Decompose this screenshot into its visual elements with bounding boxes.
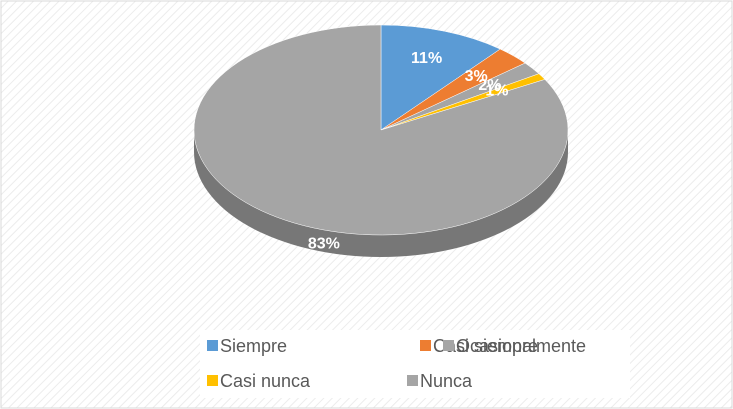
legend-swatch <box>407 375 418 386</box>
data-label: 2% <box>478 77 501 94</box>
legend-swatch <box>420 340 431 351</box>
legend-label: Casi nunca <box>220 371 311 391</box>
legend-swatch <box>443 340 454 351</box>
pie-side <box>194 130 568 257</box>
data-label: 83% <box>308 235 340 252</box>
pie-slice <box>193 24 569 236</box>
data-label: 11% <box>411 50 442 67</box>
legend-label: Ocasionalmente <box>456 336 586 356</box>
data-label: 1% <box>485 83 508 100</box>
legend-swatch <box>207 340 218 351</box>
legend-swatch <box>207 375 218 386</box>
legend-background <box>200 330 630 398</box>
pie-slice <box>380 24 501 131</box>
legend-label: Siempre <box>220 336 287 356</box>
data-label: 3% <box>465 68 488 85</box>
legend-label: Casi siempre <box>433 336 538 356</box>
legend-label: Nunca <box>420 371 473 391</box>
